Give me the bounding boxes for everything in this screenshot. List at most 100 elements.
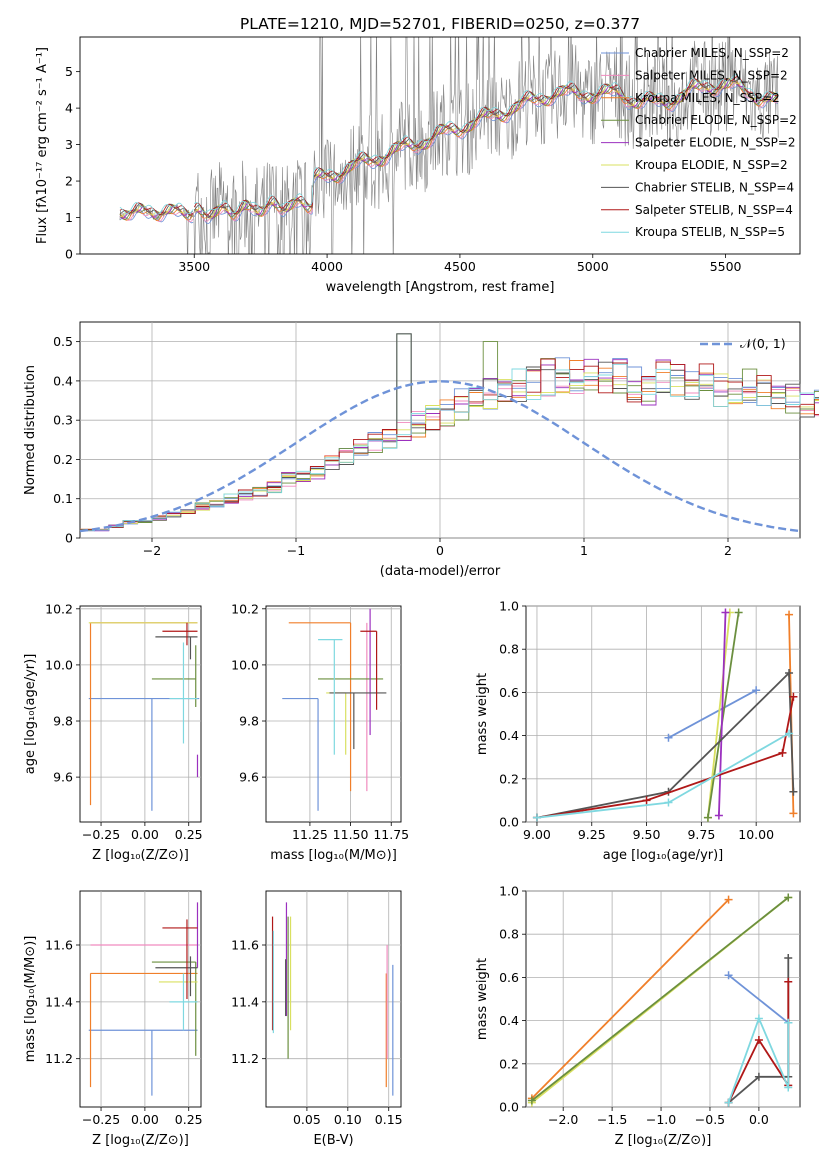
weight-marker bbox=[664, 733, 673, 742]
spectrum-panel: 3500 4000 4500 5000 5500 0 1 2 3 4 5 wavelength [An… bbox=[35, 36, 801, 295]
age-vs-mass-panel: 11.25 11.50 11.75 9.6 9.8 10.0 10.2 mass [log₁₀… bbox=[231, 601, 409, 863]
x-tick-label: 0.05 bbox=[293, 1112, 321, 1127]
y-tick-label: 0.4 bbox=[499, 1013, 519, 1028]
x-tick-label: 9.50 bbox=[633, 827, 661, 842]
weight-marker bbox=[721, 608, 730, 617]
plot-frame bbox=[79, 605, 202, 823]
y-tick-label: 9.6 bbox=[239, 770, 259, 785]
x-axis-label: mass [log₁₀(M/M⊙)] bbox=[270, 848, 397, 863]
weight-line bbox=[728, 958, 790, 1104]
legend-label: Chabrier MILES, N_SSP=2 bbox=[635, 46, 789, 60]
x-tick-label: 5000 bbox=[577, 259, 609, 274]
weight-marker bbox=[752, 686, 761, 695]
x-tick-label: −0.25 bbox=[82, 827, 120, 842]
weight-marker bbox=[642, 796, 651, 805]
legend-label: Kroupa STELIB, N_SSP=5 bbox=[635, 225, 785, 239]
weight-marker bbox=[754, 1036, 763, 1045]
x-axis-label: Z [log₁₀(Z/Z⊙)] bbox=[615, 1133, 712, 1148]
weight-line bbox=[707, 612, 740, 818]
weight-line bbox=[531, 896, 789, 1102]
y-tick-label: 0.0 bbox=[499, 815, 519, 830]
histogram-step bbox=[80, 333, 819, 532]
weight-marker bbox=[754, 1072, 763, 1081]
histogram-step bbox=[80, 333, 819, 532]
y-tick-label: 11.6 bbox=[231, 938, 259, 953]
x-tick-label: 11.50 bbox=[333, 827, 369, 842]
y-tick-label: 3 bbox=[65, 137, 73, 152]
y-tick-label: 0.3 bbox=[53, 413, 73, 428]
weight-marker bbox=[785, 668, 794, 677]
weight-marker bbox=[734, 608, 743, 617]
legend-label: 𝒩(0, 1) bbox=[740, 336, 786, 351]
x-tick-label: 4500 bbox=[444, 259, 476, 274]
x-tick-label: 0.15 bbox=[375, 1112, 403, 1127]
mass-vs-ebv-panel: 0.05 0.10 0.15 11.2 11.4 11.6 E(B-V) bbox=[231, 890, 403, 1148]
weight-marker bbox=[754, 1014, 763, 1023]
model-spectrum bbox=[119, 202, 194, 215]
weight-marker bbox=[785, 610, 794, 619]
weight-marker bbox=[785, 729, 794, 738]
model-spectrum bbox=[313, 76, 778, 177]
weight-marker bbox=[784, 977, 793, 986]
y-tick-label: 0 bbox=[65, 531, 73, 546]
weight-line bbox=[531, 898, 730, 1100]
x-tick-label: 0.00 bbox=[131, 827, 159, 842]
y-tick-label: 5 bbox=[65, 64, 73, 79]
y-axis-label: mass weight bbox=[475, 958, 490, 1040]
x-axis-label: age [log₁₀(age/yr)] bbox=[603, 848, 724, 863]
y-tick-label: 4 bbox=[65, 101, 73, 116]
legend-label: Chabrier STELIB, N_SSP=4 bbox=[635, 180, 794, 194]
weight-marker bbox=[664, 798, 673, 807]
weight-vs-Z-panel: −2.0 −1.5 −1.0 −0.5 0.0 0.0 0.2 0.4 0.6 0.8 1.0 Z [… bbox=[475, 884, 801, 1148]
x-tick-label: 9.75 bbox=[687, 827, 715, 842]
model-spectrum bbox=[313, 73, 778, 177]
normal-curve bbox=[79, 380, 801, 533]
y-tick-label: 0.0 bbox=[499, 1100, 519, 1115]
x-tick-label: 11.75 bbox=[373, 827, 409, 842]
weight-line bbox=[718, 612, 727, 816]
plot-frame bbox=[525, 605, 801, 823]
model-spectrum bbox=[193, 170, 315, 214]
y-axis-label: age [log₁₀(age/yr)] bbox=[23, 654, 38, 775]
weight-marker bbox=[789, 809, 798, 818]
y-tick-label: 0.8 bbox=[499, 642, 519, 657]
weight-marker bbox=[784, 953, 793, 962]
model-spectrum bbox=[119, 202, 194, 217]
y-tick-label: 10.0 bbox=[231, 657, 259, 672]
y-tick-label: 0.2 bbox=[499, 1056, 519, 1071]
y-tick-label: 0.8 bbox=[499, 927, 519, 942]
observed-spectrum bbox=[119, 37, 779, 254]
y-tick-label: 0.6 bbox=[499, 685, 519, 700]
x-axis-label: Z [log₁₀(Z/Z⊙)] bbox=[92, 848, 189, 863]
x-axis-label: wavelength [Angstrom, rest frame] bbox=[326, 280, 555, 295]
plot-frame bbox=[265, 605, 402, 823]
x-axis-label: (data-model)/error bbox=[380, 564, 501, 579]
x-tick-label: −1.0 bbox=[646, 1112, 676, 1127]
weight-marker bbox=[784, 1083, 793, 1092]
model-spectrum bbox=[194, 175, 315, 219]
legend-label: Salpeter STELIB, N_SSP=4 bbox=[635, 203, 793, 217]
model-spectrum bbox=[119, 209, 194, 224]
y-tick-label: 10.2 bbox=[231, 601, 259, 616]
y-tick-label: 0.2 bbox=[499, 771, 519, 786]
x-tick-label: 9.00 bbox=[523, 827, 551, 842]
x-tick-label: 0 bbox=[436, 543, 444, 558]
x-tick-label: 4000 bbox=[311, 259, 343, 274]
y-tick-label: 11.6 bbox=[45, 938, 73, 953]
x-axis-label: Z [log₁₀(Z/Z⊙)] bbox=[92, 1133, 189, 1148]
weight-line bbox=[707, 612, 731, 818]
y-tick-label: 9.8 bbox=[53, 714, 73, 729]
mass-vs-Z-panel: −0.25 0.00 0.25 11.2 11.4 11.6 Z [log₁₀(Z/Z⊙)]… bbox=[23, 890, 203, 1148]
weight-line bbox=[536, 696, 795, 819]
legend-label: Kroupa ELODIE, N_SSP=2 bbox=[635, 158, 788, 172]
y-tick-label: 9.6 bbox=[53, 770, 73, 785]
y-tick-label: 0.4 bbox=[53, 373, 73, 388]
x-tick-label: −0.25 bbox=[82, 1112, 120, 1127]
x-tick-label: 5500 bbox=[710, 259, 742, 274]
weight-marker bbox=[527, 1096, 536, 1105]
weight-line bbox=[536, 670, 795, 819]
weight-marker bbox=[784, 893, 793, 902]
x-tick-label: 2 bbox=[724, 543, 732, 558]
residuals-panel: −2 −1 0 1 2 0 0.1 0.2 0.3 0.4 0.5 (data-model)/erro… bbox=[23, 321, 819, 579]
y-tick-label: 1.0 bbox=[499, 599, 519, 614]
